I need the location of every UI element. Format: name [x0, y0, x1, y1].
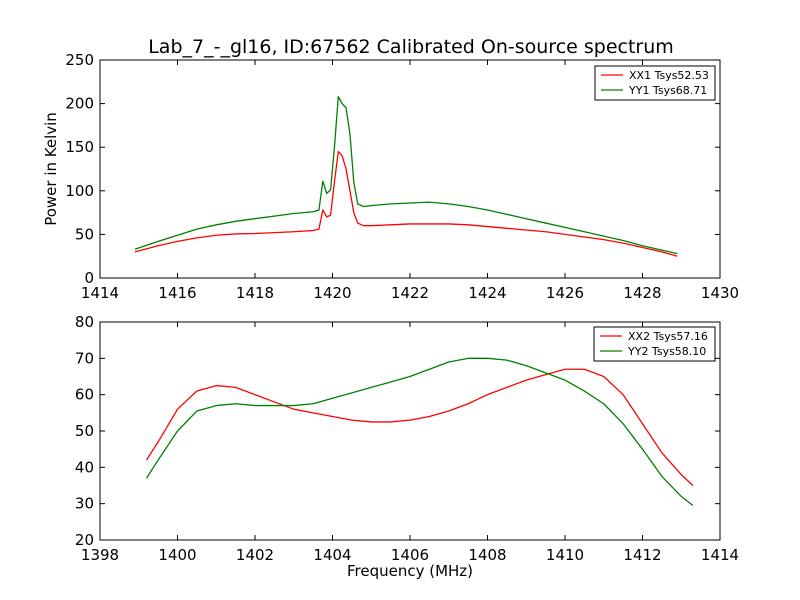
x-tick-label: 1414 — [701, 546, 739, 564]
series-line-2 — [134, 95, 678, 255]
x-tick-label: 1400 — [158, 546, 196, 564]
x-tick-label: 1416 — [158, 284, 196, 302]
x-tick-label: 1406 — [391, 546, 429, 564]
y-tick-label: 250 — [65, 51, 94, 69]
y-tick-label: 100 — [65, 182, 94, 200]
legend-label-1: XX1 Tsys52.53 — [629, 69, 709, 82]
x-axis-label: Frequency (MHz) — [347, 562, 473, 580]
y-tick-label: 200 — [65, 95, 94, 113]
plot-panel-2: 1398 1400 1402 1404 1406 1408 1410 1412 1414 20 30… — [75, 313, 739, 564]
legend-box — [593, 326, 716, 362]
legend: XX2 Tsys57.16 YY2 Tsys58.10 — [593, 326, 716, 362]
x-tick-label: 1430 — [701, 284, 739, 302]
x-tick-label: 1414 — [81, 284, 119, 302]
x-tick-label: 1402 — [236, 546, 274, 564]
y-axis-label: Power in Kelvin — [42, 112, 60, 226]
x-tick-label: 1408 — [468, 546, 506, 564]
x-tick-label: 1426 — [546, 284, 584, 302]
y-tick-label: 0 — [84, 269, 94, 287]
y-tick-label: 40 — [75, 458, 94, 476]
series-line-2 — [145, 357, 694, 506]
legend-label-2: YY1 Tsys68.71 — [628, 84, 707, 97]
x-tick-label: 1422 — [391, 284, 429, 302]
x-tick-label: 1428 — [623, 284, 661, 302]
y-tick-label: 20 — [75, 531, 94, 549]
x-tick-label: 1410 — [546, 546, 584, 564]
plot-panel-1: 1414 1416 1418 1420 1422 1424 1426 1428 1430 0 50 1… — [42, 51, 739, 302]
series-line-1 — [134, 150, 678, 257]
x-tick-label: 1404 — [313, 546, 351, 564]
legend: XX1 Tsys52.53 YY1 Tsys68.71 — [594, 65, 716, 101]
figure-title: Lab_7_-_gl16, ID:67562 Calibrated On-sou… — [148, 36, 674, 58]
y-tick-label: 70 — [75, 349, 94, 367]
x-tick-label: 1398 — [81, 546, 119, 564]
y-tick-label: 80 — [75, 313, 94, 331]
series-line-1 — [145, 368, 694, 486]
legend-label-2: YY2 Tsys58.10 — [627, 345, 706, 358]
x-tick-label: 1420 — [313, 284, 351, 302]
legend-label-1: XX2 Tsys57.16 — [628, 330, 708, 343]
x-tick-label: 1418 — [236, 284, 274, 302]
legend-box — [594, 65, 716, 101]
y-tick-label: 50 — [75, 225, 94, 243]
y-tick-label: 150 — [65, 138, 94, 156]
x-tick-label: 1424 — [468, 284, 506, 302]
y-tick-label: 60 — [75, 386, 94, 404]
x-tick-label: 1412 — [623, 546, 661, 564]
y-tick-label: 30 — [75, 495, 94, 513]
y-tick-label: 50 — [75, 422, 94, 440]
